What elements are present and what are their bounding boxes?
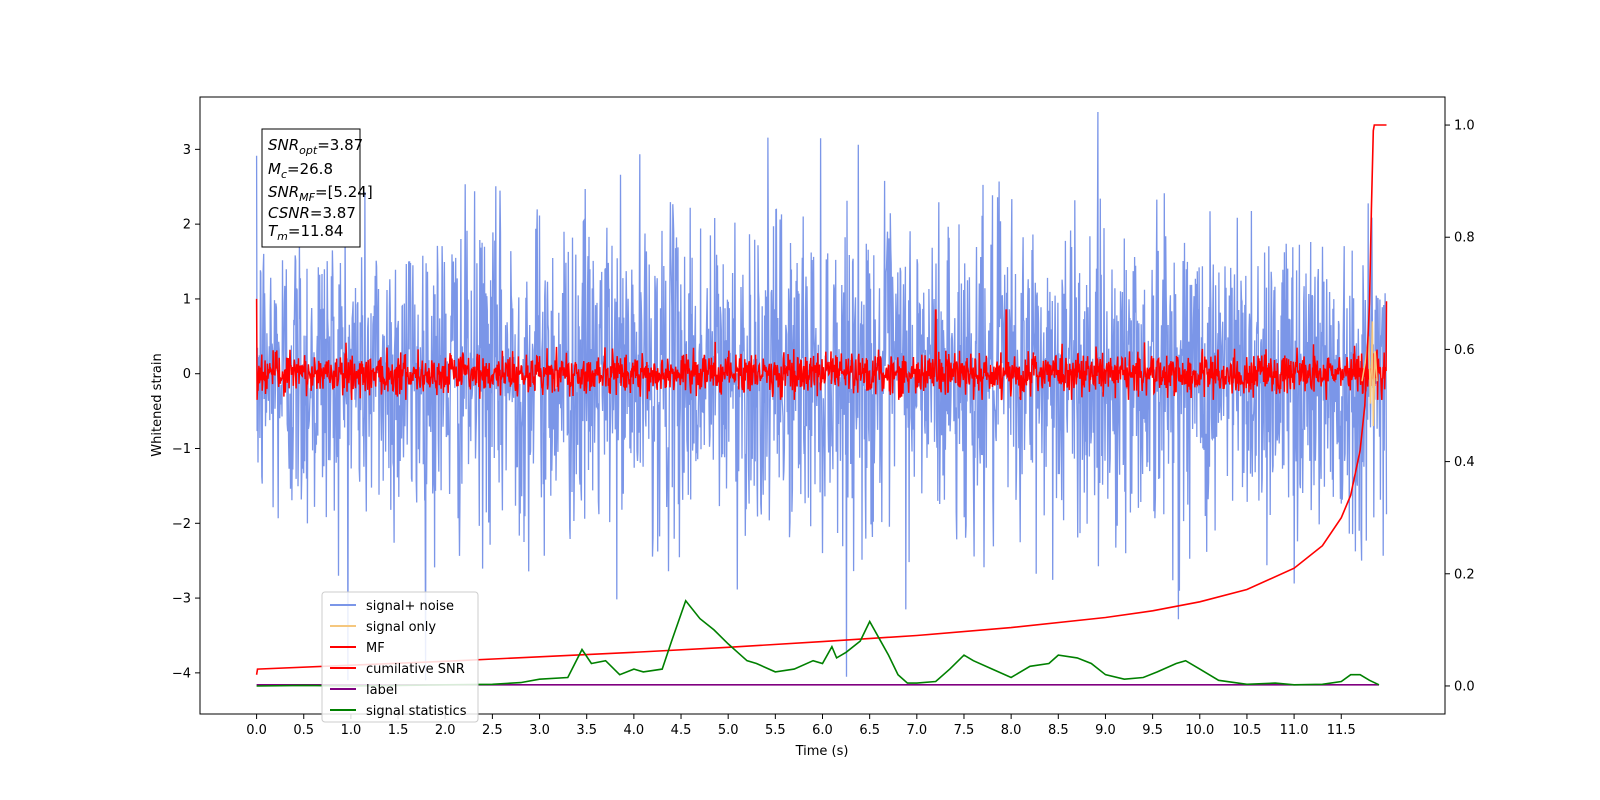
legend-item-signal-statistics: signal statistics <box>330 704 467 719</box>
legend-item-cumulative-snr: cumilative SNR <box>330 662 465 677</box>
annotation-snr-opt: SNRopt=3.87 <box>268 136 363 157</box>
x-tick-label: 3.0 <box>529 723 550 738</box>
x-tick-label: 11.5 <box>1327 723 1356 738</box>
x-tick-label: 4.0 <box>624 723 645 738</box>
x-tick-label: 8.0 <box>1001 723 1022 738</box>
annotation-tm: Tm=11.84 <box>268 222 343 243</box>
x-tick-label: 10.5 <box>1232 723 1261 738</box>
annotation-snr-mf: SNRMF=[5.24] <box>268 183 373 204</box>
legend-label: cumilative SNR <box>366 662 465 677</box>
line-signal-only <box>1361 321 1378 427</box>
x-tick-label: 6.0 <box>812 723 833 738</box>
x-tick-label: 0.0 <box>246 723 267 738</box>
x-tick-label: 5.0 <box>718 723 739 738</box>
y-left-tick-label: −4 <box>172 666 191 681</box>
line-mf <box>255 298 1388 401</box>
legend-label: label <box>366 683 397 698</box>
y-axis-right-ticks: 0.0 0.2 0.4 0.6 0.8 1.0 <box>1445 119 1475 694</box>
y-left-tick-label: −3 <box>172 592 191 607</box>
x-tick-label: 1.5 <box>388 723 409 738</box>
line-cumulative-snr <box>255 124 1387 675</box>
x-tick-label: 3.5 <box>576 723 597 738</box>
legend-item-label: label <box>330 683 397 698</box>
legend: signal+ noise signal only MF cumilative … <box>321 591 479 723</box>
x-tick-label: 7.5 <box>954 723 975 738</box>
y-right-tick-label: 0.0 <box>1454 679 1475 694</box>
x-axis-label: Time (s) <box>795 744 849 759</box>
y-left-tick-label: 2 <box>183 218 191 233</box>
y-right-tick-label: 0.6 <box>1454 343 1475 358</box>
legend-item-signal-noise: signal+ noise <box>330 599 454 614</box>
series-mf <box>255 298 1388 401</box>
x-tick-label: 5.5 <box>765 723 786 738</box>
y-axis-left-label: Whitened strain <box>150 353 165 456</box>
x-tick-label: 9.5 <box>1142 723 1163 738</box>
y-right-tick-label: 0.8 <box>1454 231 1475 246</box>
annotation-box: SNRopt=3.87 Mc=26.8 SNRMF=[5.24] CSNR=3.… <box>261 128 373 248</box>
x-tick-label: 1.0 <box>341 723 362 738</box>
y-left-tick-label: 0 <box>183 367 191 382</box>
y-axis-left-ticks: −4 −3 −2 −1 0 1 2 3 <box>172 143 200 681</box>
y-left-tick-label: −1 <box>172 442 191 457</box>
series-signal-statistics <box>256 599 1380 687</box>
legend-frame <box>321 591 479 723</box>
x-tick-label: 7.0 <box>906 723 927 738</box>
annotation-mc: Mc=26.8 <box>268 160 333 181</box>
x-axis-ticks: 0.0 0.5 1.0 1.5 2.0 2.5 3.0 3.5 4.0 4.5 5.0 5.5 6.0 6… <box>246 714 1356 738</box>
legend-label: signal only <box>366 620 436 635</box>
y-right-tick-label: 0.4 <box>1454 455 1475 470</box>
legend-item-signal-only: signal only <box>330 620 436 635</box>
x-tick-label: 8.5 <box>1048 723 1069 738</box>
x-tick-label: 2.0 <box>435 723 456 738</box>
x-tick-label: 4.5 <box>671 723 692 738</box>
x-tick-label: 9.0 <box>1095 723 1116 738</box>
y-right-tick-label: 1.0 <box>1454 119 1475 134</box>
series-cumulative-snr <box>255 124 1387 675</box>
annotation-csnr: CSNR=3.87 <box>268 204 356 222</box>
y-left-tick-label: −2 <box>172 517 191 532</box>
legend-item-mf: MF <box>330 641 385 656</box>
annotation-frame <box>261 128 361 248</box>
legend-label: signal statistics <box>366 704 467 719</box>
series-signal-only <box>1361 321 1378 427</box>
x-tick-label: 0.5 <box>293 723 314 738</box>
legend-label: MF <box>366 641 385 656</box>
y-right-tick-label: 0.2 <box>1454 567 1475 582</box>
line-signal-statistics <box>256 599 1380 687</box>
x-tick-label: 10.0 <box>1185 723 1214 738</box>
y-left-tick-label: 1 <box>183 292 191 307</box>
x-tick-label: 2.5 <box>482 723 503 738</box>
x-tick-label: 6.5 <box>859 723 880 738</box>
x-tick-label: 11.0 <box>1280 723 1309 738</box>
y-left-tick-label: 3 <box>183 143 191 158</box>
legend-label: signal+ noise <box>366 599 454 614</box>
